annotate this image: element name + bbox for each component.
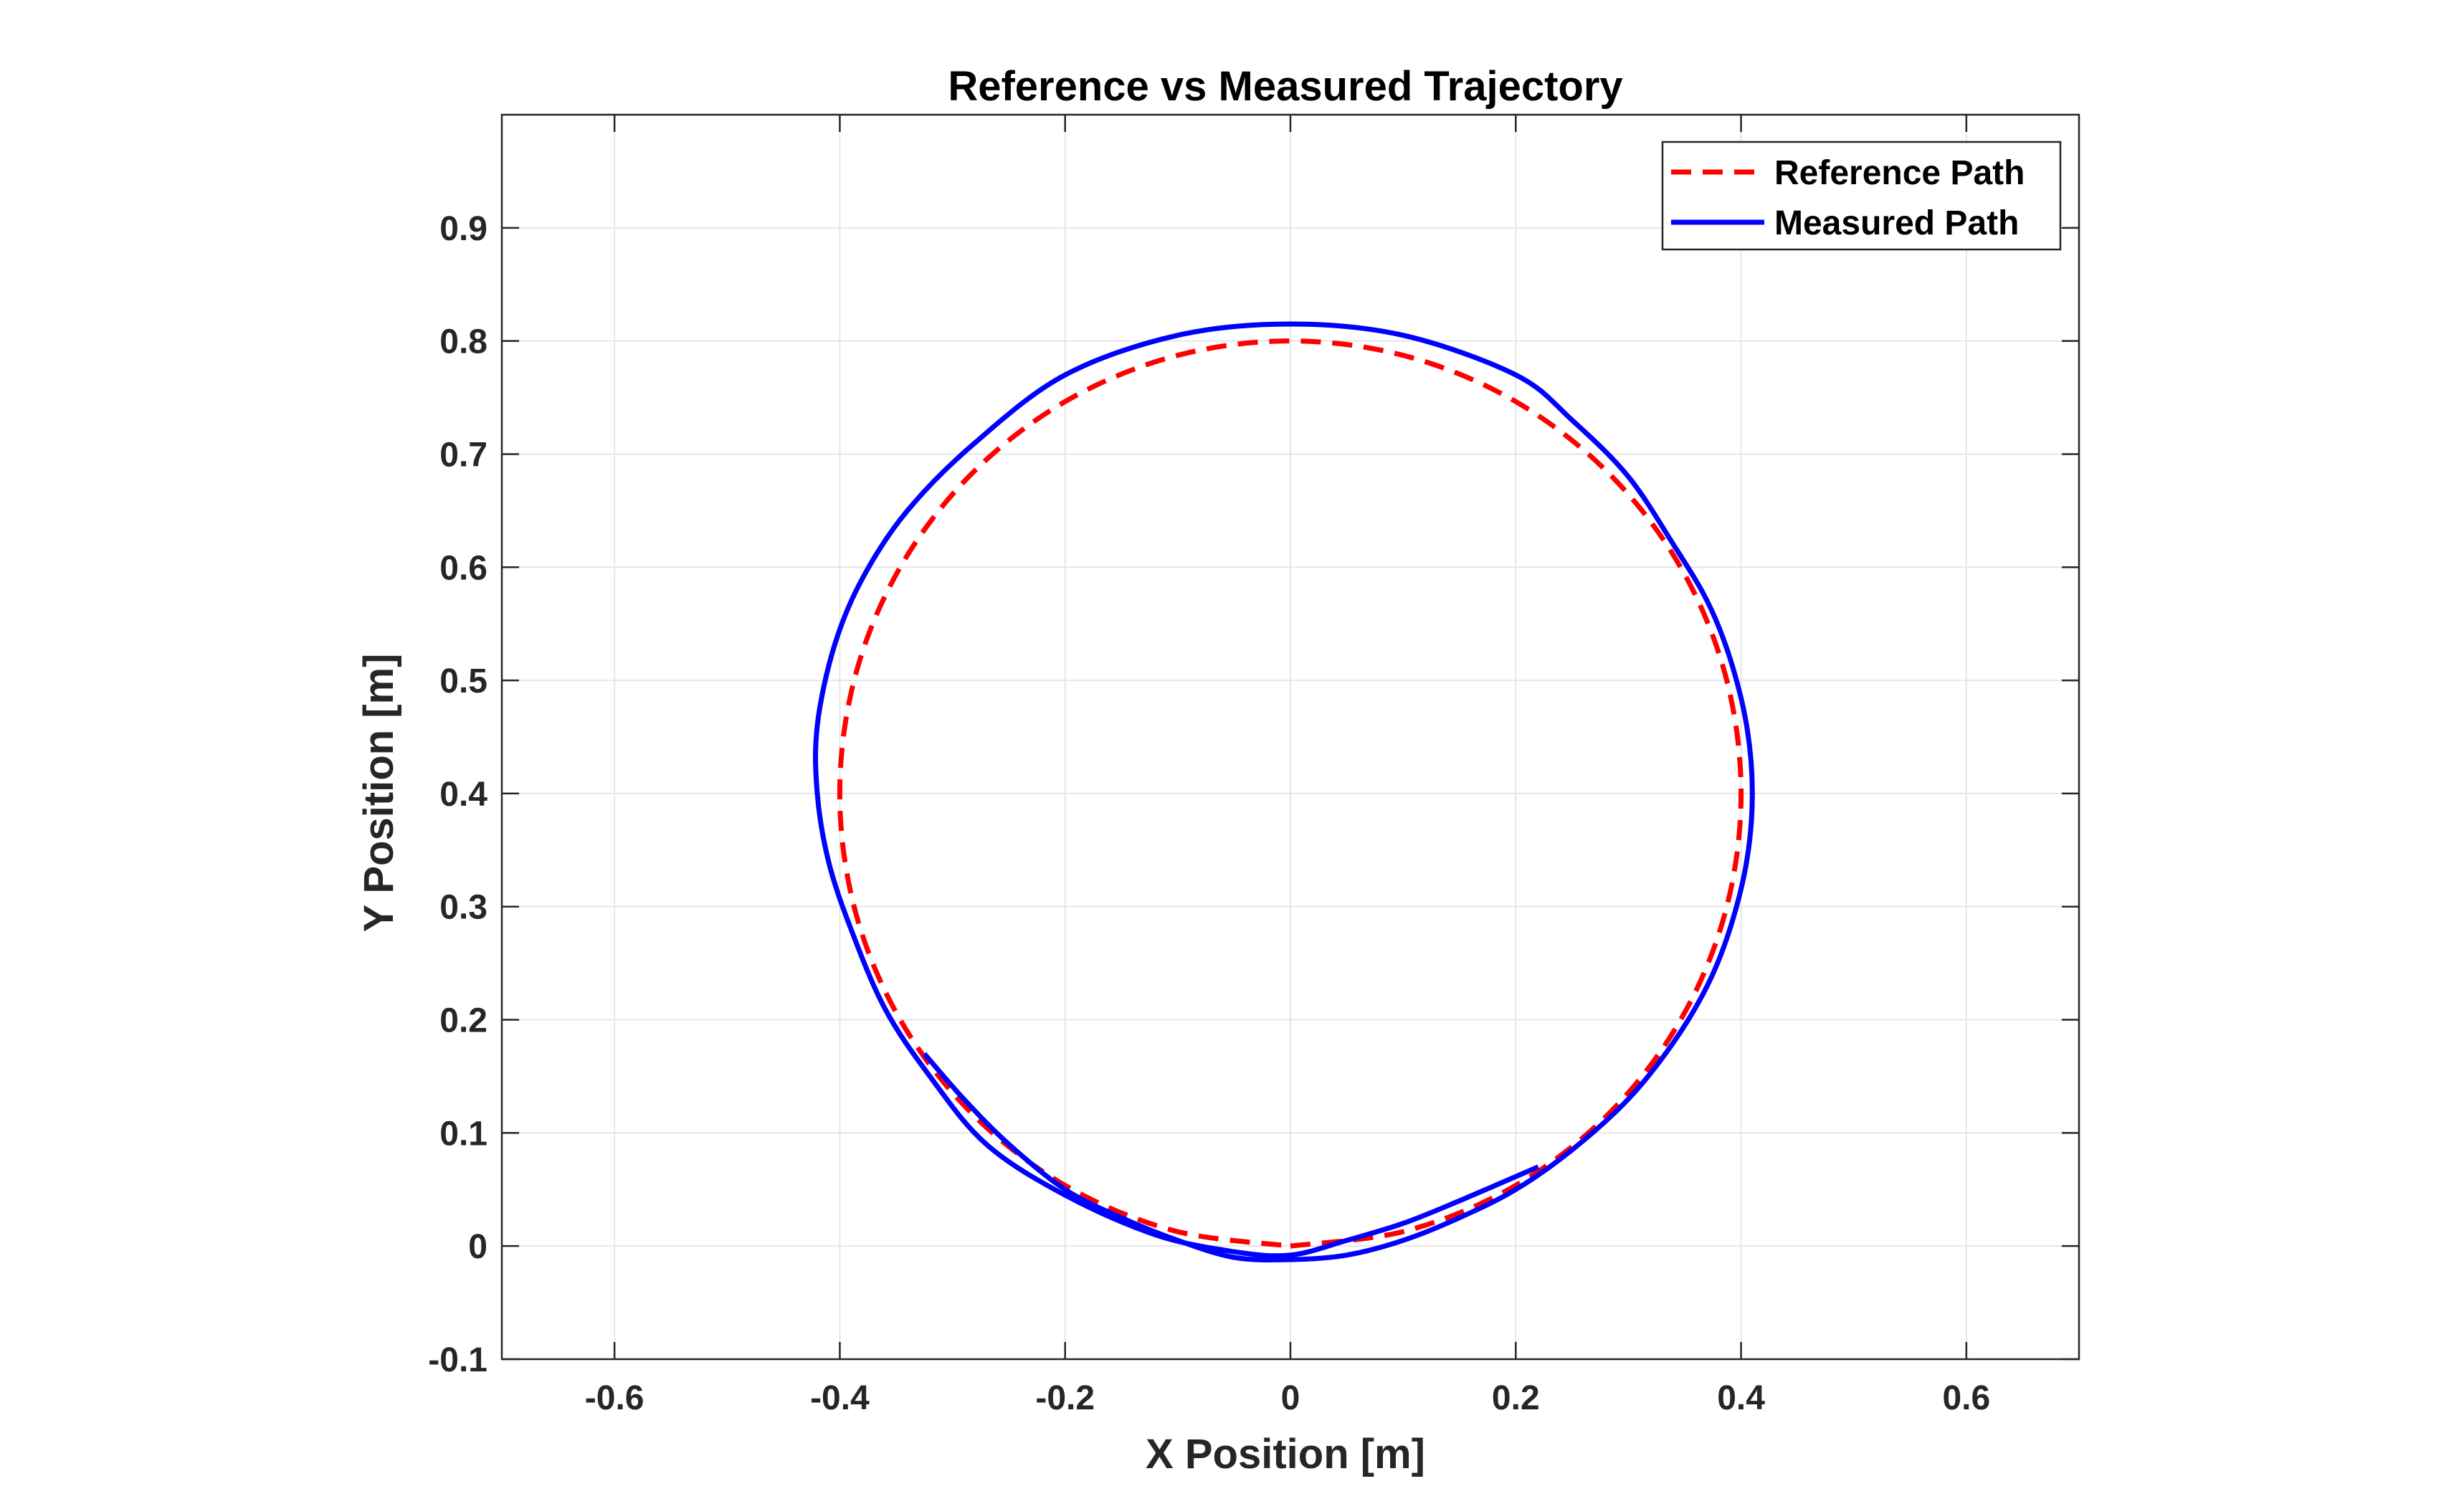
y-tick-label: 0.8	[439, 323, 487, 361]
legend: Reference Path Measured Path	[1661, 141, 2062, 251]
ticks: -0.6 -0.4 -0.2 0 0.2 0.4 0.6 -0.1 0 0.1 0.2 0.3 0.4 0…	[428, 115, 2079, 1417]
y-axis-label: Y Position [m]	[356, 654, 402, 933]
y-tick-label: 0.5	[439, 662, 487, 700]
x-tick-label: 0.4	[1717, 1379, 1765, 1417]
y-tick-label: -0.1	[428, 1341, 487, 1379]
x-tick-label: 0.2	[1492, 1379, 1540, 1417]
x-tick-label: 0	[1281, 1379, 1300, 1417]
legend-entry-label: Reference Path	[1774, 154, 2025, 192]
chart-title: Reference vs Measured Trajectory	[948, 63, 1622, 110]
y-tick-label: 0.9	[439, 210, 487, 248]
y-tick-label: 0.1	[439, 1115, 487, 1153]
x-axis-label: X Position [m]	[1146, 1431, 1425, 1477]
y-tick-label: 0.4	[439, 776, 487, 814]
y-tick-label: 0.2	[439, 1002, 487, 1040]
x-tick-label: -0.2	[1035, 1379, 1095, 1417]
y-tick-label: 0	[468, 1228, 487, 1266]
plot-area	[813, 321, 1755, 1262]
legend-box	[1661, 141, 2062, 251]
y-tick-label: 0.7	[439, 436, 487, 474]
x-tick-label: 0.6	[1942, 1379, 1990, 1417]
x-tick-label: -0.6	[585, 1379, 644, 1417]
y-tick-label: 0.3	[439, 889, 487, 927]
y-tick-label: 0.6	[439, 549, 487, 587]
legend-entry-label: Measured Path	[1774, 204, 2019, 242]
measured-path-line	[813, 321, 1755, 1262]
x-tick-label: -0.4	[810, 1379, 870, 1417]
